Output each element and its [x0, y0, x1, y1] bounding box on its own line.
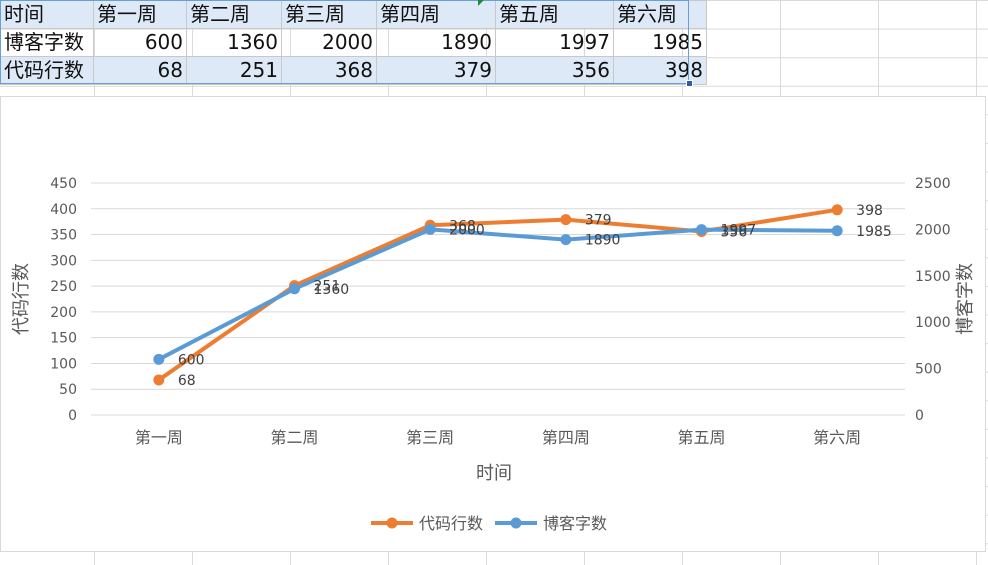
data-label: 68	[178, 373, 196, 389]
table-cell[interactable]: 398	[613, 56, 707, 85]
legend-label: 博客字数	[543, 514, 607, 533]
table-cell[interactable]: 1997	[495, 28, 614, 57]
data-label: 600	[178, 352, 205, 368]
data-label: 1890	[585, 233, 621, 249]
table-cell[interactable]: 368	[281, 56, 377, 85]
table-cell[interactable]: 1360	[186, 28, 282, 57]
data-label: 251	[314, 279, 341, 295]
cell-comment-marker-icon	[478, 0, 484, 6]
y-left-tick-label: 400	[50, 202, 77, 218]
y-left-tick-label: 350	[50, 228, 77, 244]
y-left-tick-label: 200	[50, 305, 77, 321]
header-cell-week[interactable]: 第二周	[186, 0, 282, 29]
table-cell[interactable]: 379	[376, 56, 496, 85]
data-point	[153, 353, 165, 365]
x-tick-label: 第六周	[813, 428, 861, 447]
table-cell[interactable]: 1890	[376, 28, 496, 57]
y-left-tick-label: 300	[50, 253, 77, 269]
data-label: 356	[721, 224, 748, 240]
x-axis-title: 时间	[476, 463, 512, 484]
x-tick-label: 第四周	[542, 428, 590, 447]
data-point	[696, 224, 707, 236]
y-left-axis-title: 代码行数	[11, 263, 32, 335]
row-label-code[interactable]: 代码行数	[0, 56, 94, 85]
y-left-tick-label: 150	[50, 331, 77, 347]
data-label: 398	[856, 203, 883, 219]
row-label-blog[interactable]: 博客字数	[0, 28, 94, 57]
data-table[interactable]: 时间 第一周 第二周 第三周 第四周 第五周 第六周 博客字数 600 1360…	[0, 0, 707, 85]
table-cell[interactable]: 600	[93, 28, 187, 57]
header-cell-week[interactable]: 第四周	[376, 0, 496, 29]
line-chart: 0 50 100 150 200 250 300 350 400 450 0 500 1000 1500 2…	[11, 176, 976, 533]
x-tick-label: 第三周	[406, 428, 454, 447]
data-point	[153, 374, 165, 386]
x-tick-label: 第二周	[270, 428, 318, 447]
y-right-tick-label: 2500	[915, 176, 951, 192]
data-label: 368	[449, 218, 476, 234]
y-right-axis-title: 博客字数	[955, 263, 976, 335]
data-point	[560, 234, 572, 246]
y-right-tick-label: 500	[915, 362, 942, 378]
data-label: 1360	[314, 282, 350, 298]
header-cell-week[interactable]: 第一周	[93, 0, 187, 29]
data-point	[831, 225, 843, 237]
data-point	[289, 283, 300, 295]
y-left-tick-label: 250	[50, 279, 77, 295]
y-left-tick-label: 100	[50, 356, 77, 372]
data-label: 1985	[856, 224, 892, 240]
y-right-tick-label: 1500	[915, 269, 951, 285]
y-left-tick-label: 0	[68, 408, 77, 424]
data-point	[560, 214, 572, 226]
y-left-tick-label: 450	[50, 176, 77, 192]
legend-label: 代码行数	[419, 514, 483, 533]
data-label: 1997	[721, 223, 757, 239]
data-label: 2000	[449, 222, 485, 238]
table-cell[interactable]: 68	[93, 56, 187, 85]
fill-handle[interactable]	[686, 80, 693, 87]
data-label: 379	[585, 213, 612, 229]
x-tick-label: 第一周	[135, 428, 183, 447]
data-point	[831, 204, 843, 216]
series-line-blog	[156, 227, 840, 362]
data-point	[424, 223, 436, 235]
legend-marker	[510, 517, 522, 529]
table-cell[interactable]: 251	[186, 56, 282, 85]
table-header-row: 时间 第一周 第二周 第三周 第四周 第五周 第六周	[0, 0, 707, 29]
y-right-tick-label: 0	[915, 408, 924, 424]
table-row: 博客字数 600 1360 2000 1890 1997 1985	[0, 28, 707, 57]
y-left-tick-label: 50	[59, 382, 77, 398]
header-cell-week[interactable]: 第三周	[281, 0, 377, 29]
y-right-tick-label: 1000	[915, 315, 951, 331]
header-cell-week[interactable]: 第六周	[613, 0, 707, 29]
x-tick-label: 第五周	[677, 428, 725, 447]
legend-marker	[386, 517, 398, 529]
table-cell[interactable]: 1985	[613, 28, 707, 57]
header-cell-week[interactable]: 第五周	[495, 0, 614, 29]
table-cell[interactable]: 356	[495, 56, 614, 85]
header-cell-time[interactable]: 时间	[0, 0, 94, 29]
table-cell[interactable]: 2000	[281, 28, 377, 57]
y-right-tick-label: 2000	[915, 222, 951, 238]
chart-area[interactable]: 0 50 100 150 200 250 300 350 400 450 0 500 1000 1500 2…	[0, 96, 986, 552]
table-row: 代码行数 68 251 368 379 356 398	[0, 56, 707, 85]
